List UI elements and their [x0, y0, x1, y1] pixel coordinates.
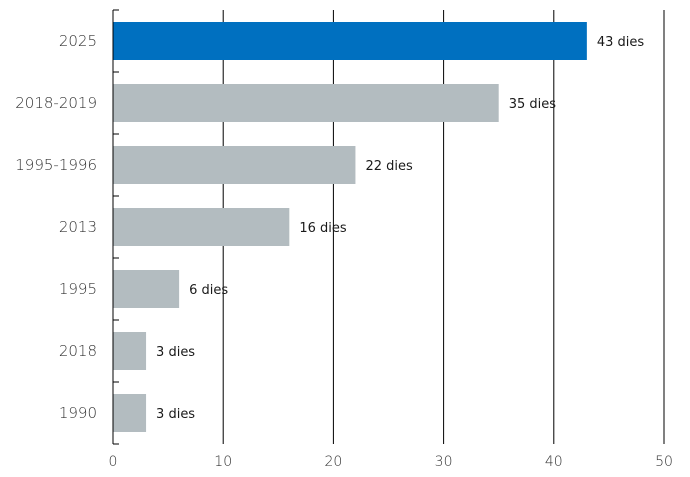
x-tick-label-20: 20 [324, 454, 342, 470]
category-label-2013: 2013 [59, 218, 97, 236]
category-labels: 2025 2018-2019 1995-1996 2013 1995 2018 1990 [15, 32, 97, 422]
category-label-2025: 2025 [59, 32, 97, 50]
y-axis [112, 9, 119, 445]
data-label-1995-1996: 22 dies [365, 159, 413, 174]
bar-1995 [113, 270, 180, 308]
bars [113, 22, 587, 432]
data-label-2013: 16 dies [299, 221, 347, 236]
bar-2018-2019 [113, 84, 499, 122]
bar-2018 [113, 332, 147, 370]
data-label-2018-2019: 35 dies [509, 97, 557, 112]
data-label-1995: 6 dies [189, 283, 228, 298]
data-label-1990: 3 dies [156, 407, 195, 422]
x-tick-labels: 0 10 20 30 40 50 [109, 454, 673, 470]
category-label-1995-1996: 1995-1996 [15, 156, 97, 174]
x-tick-label-10: 10 [214, 454, 232, 470]
category-label-2018: 2018 [59, 342, 97, 360]
x-tick-label-50: 50 [655, 454, 673, 470]
x-tick-label-40: 40 [545, 454, 563, 470]
category-label-1995: 1995 [59, 280, 97, 298]
data-label-2018: 3 dies [156, 345, 195, 360]
x-tick-label-30: 30 [435, 454, 453, 470]
bar-2025 [113, 22, 587, 60]
gridlines [222, 10, 665, 444]
bar-1990 [113, 394, 147, 432]
bar-2013 [113, 208, 290, 246]
data-labels: 43 dies 35 dies 22 dies 16 dies 6 dies 3 dies… [156, 35, 644, 422]
category-label-2018-2019: 2018-2019 [15, 94, 97, 112]
bar-1995-1996 [113, 146, 356, 184]
category-label-1990: 1990 [59, 404, 97, 422]
data-label-2025: 43 dies [597, 35, 645, 50]
x-tick-label-0: 0 [109, 454, 118, 470]
